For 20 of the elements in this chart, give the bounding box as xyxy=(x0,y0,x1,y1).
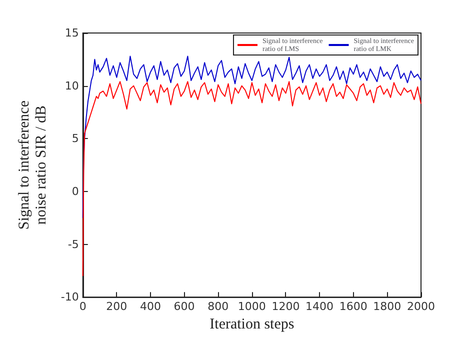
x-tick-label: 800 xyxy=(208,300,229,314)
x-tick-label: 1000 xyxy=(238,300,266,314)
y-tick-label: -10 xyxy=(60,290,79,304)
line-series xyxy=(82,56,422,218)
y-tick-label: 10 xyxy=(64,79,79,92)
line-series xyxy=(82,81,422,276)
y-axis-title: Signal to interference noise ratio SIR / dB xyxy=(16,100,50,230)
x-tick-label: 200 xyxy=(106,300,128,314)
x-axis-title: Iteration steps xyxy=(210,316,294,332)
x-tick-label: 1200 xyxy=(272,300,300,314)
x-tick-label: 2000 xyxy=(407,300,435,314)
y-tick-label: 5 xyxy=(72,132,79,146)
x-tick-label: 400 xyxy=(140,300,161,314)
x-tick-label: 1600 xyxy=(339,300,368,314)
y-tick-label: 0 xyxy=(72,184,79,198)
y-tick-label: 15 xyxy=(64,26,79,40)
y-tick-label: -5 xyxy=(68,238,79,251)
x-tick-label: 600 xyxy=(174,300,195,314)
x-tick-label: 1400 xyxy=(306,300,334,314)
x-tick-label: 1800 xyxy=(373,300,402,314)
